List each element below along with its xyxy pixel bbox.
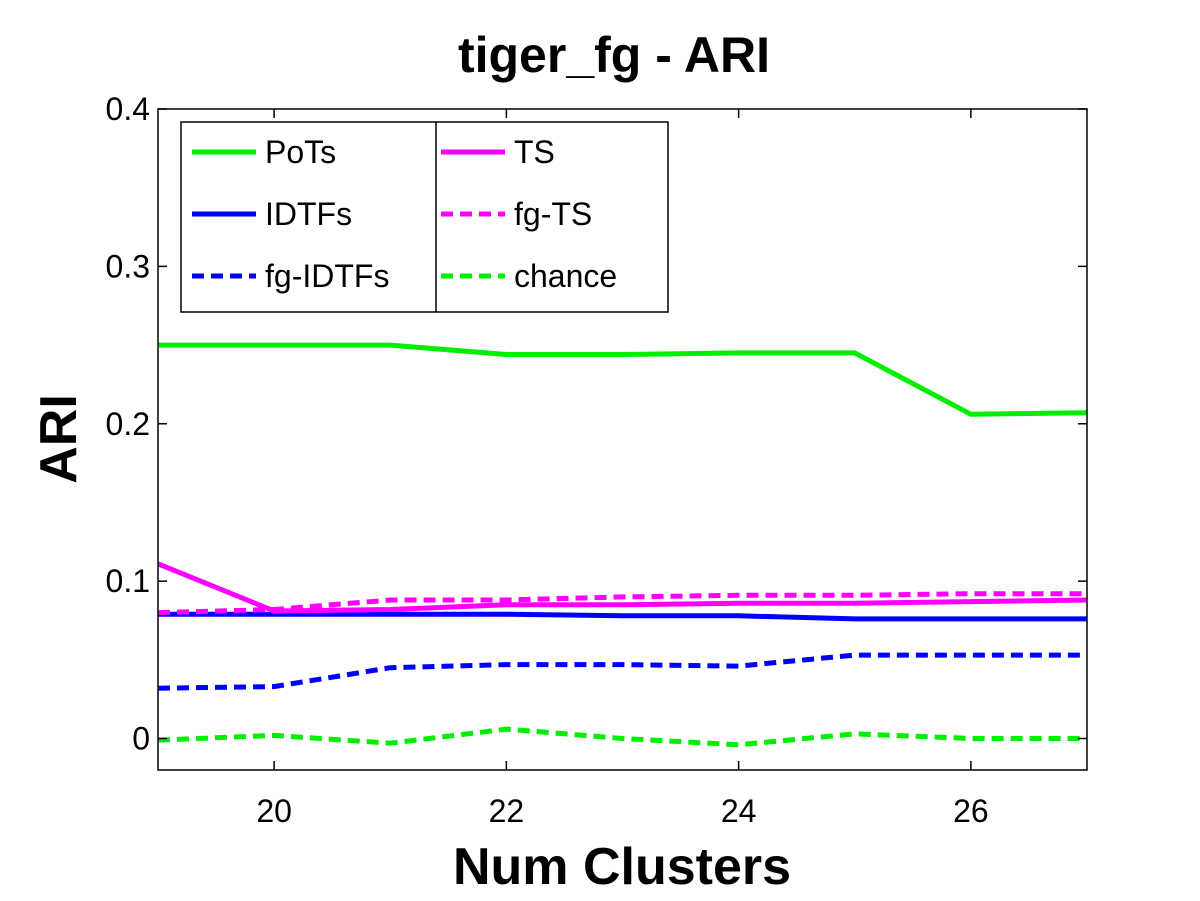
legend-label-fg-ts: fg-TS <box>514 196 592 232</box>
series-line-idtfs <box>158 611 1087 622</box>
x-tick-label: 26 <box>953 793 989 829</box>
legend-box <box>180 121 669 313</box>
series-line-fg-ts <box>158 591 1087 616</box>
x-axis-label: Num Clusters <box>453 838 791 896</box>
y-tick-label: 0.4 <box>106 91 150 127</box>
series-layer <box>158 342 1087 748</box>
tick-layer: 20 22 24 26 0 0.1 0.2 0.3 0.4 <box>106 91 1087 829</box>
series-line-ts <box>158 561 1087 614</box>
legend-label-idtfs: IDTFs <box>265 196 352 232</box>
legend-label-pots: PoTs <box>265 134 336 170</box>
chart-title: tiger_fg - ARI <box>458 27 770 83</box>
x-tick-label: 24 <box>721 793 757 829</box>
y-tick-label: 0.2 <box>106 406 150 442</box>
series-line-fg-idtfs <box>158 652 1087 691</box>
series-line-chance <box>158 726 1087 748</box>
legend: PoTs IDTFs fg-IDTFs TS fg-TS chance <box>180 121 669 313</box>
y-tick-label: 0.1 <box>106 563 150 599</box>
y-tick-label: 0 <box>132 721 150 757</box>
y-axis-label: ARI <box>30 394 88 484</box>
y-tick-label: 0.3 <box>106 248 150 284</box>
x-tick-label: 22 <box>489 793 525 829</box>
x-tick-label: 20 <box>256 793 292 829</box>
legend-label-chance: chance <box>514 258 617 294</box>
legend-label-ts: TS <box>514 134 555 170</box>
series-line-pots <box>158 342 1087 417</box>
legend-label-fg-idtfs: fg-IDTFs <box>265 258 389 294</box>
plot-border <box>157 108 1088 771</box>
